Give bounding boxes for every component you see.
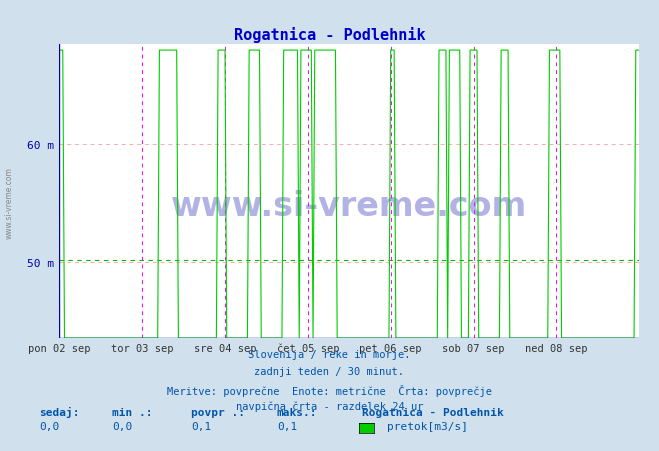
Text: 0,0: 0,0 xyxy=(112,421,132,431)
Text: navpična črta - razdelek 24 ur: navpična črta - razdelek 24 ur xyxy=(236,401,423,411)
Text: 0,1: 0,1 xyxy=(277,421,297,431)
Text: www.si-vreme.com: www.si-vreme.com xyxy=(5,167,14,239)
Text: min .:: min .: xyxy=(112,407,152,417)
Text: pretok[m3/s]: pretok[m3/s] xyxy=(387,421,469,431)
Text: Rogatnica - Podlehnik: Rogatnica - Podlehnik xyxy=(362,407,504,417)
Text: sedaj:: sedaj: xyxy=(40,406,80,417)
Text: Rogatnica - Podlehnik: Rogatnica - Podlehnik xyxy=(234,27,425,43)
Text: maks.:: maks.: xyxy=(277,407,317,417)
Text: Slovenija / reke in morje.: Slovenija / reke in morje. xyxy=(248,350,411,359)
Text: Meritve: povprečne  Enote: metrične  Črta: povprečje: Meritve: povprečne Enote: metrične Črta:… xyxy=(167,384,492,396)
Text: zadnji teden / 30 minut.: zadnji teden / 30 minut. xyxy=(254,367,405,377)
Text: www.si-vreme.com: www.si-vreme.com xyxy=(171,190,527,223)
Text: 0,0: 0,0 xyxy=(40,421,60,431)
Text: 0,1: 0,1 xyxy=(191,421,212,431)
Text: povpr .:: povpr .: xyxy=(191,407,245,417)
